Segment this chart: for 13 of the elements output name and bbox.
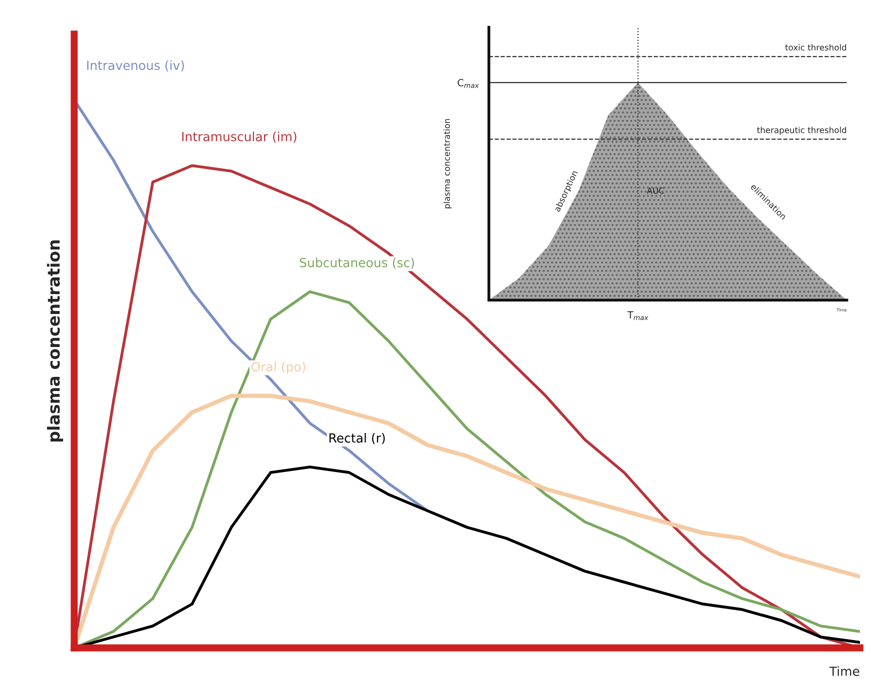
series-label: Oral (po) [251, 362, 306, 374]
ref-line-label: therapeutic threshold [757, 126, 846, 135]
y-axis-title: plasma concentration [443, 119, 452, 208]
annotation: T$_{max}$ [627, 311, 648, 320]
annotation: AUC [646, 187, 664, 194]
ref-line-label: toxic threshold [785, 44, 846, 51]
ref-line-label: C$_{max}$ [458, 79, 479, 88]
text: Intravenous (iv) [87, 60, 184, 72]
series-label: Subcutaneous (sc) [300, 258, 414, 269]
text: Rectal (r) [329, 433, 385, 444]
series-label: Intramuscular (im) [182, 132, 296, 143]
y-axis-title: plasma concentration [46, 240, 64, 442]
x-axis-title: Time [829, 666, 860, 676]
